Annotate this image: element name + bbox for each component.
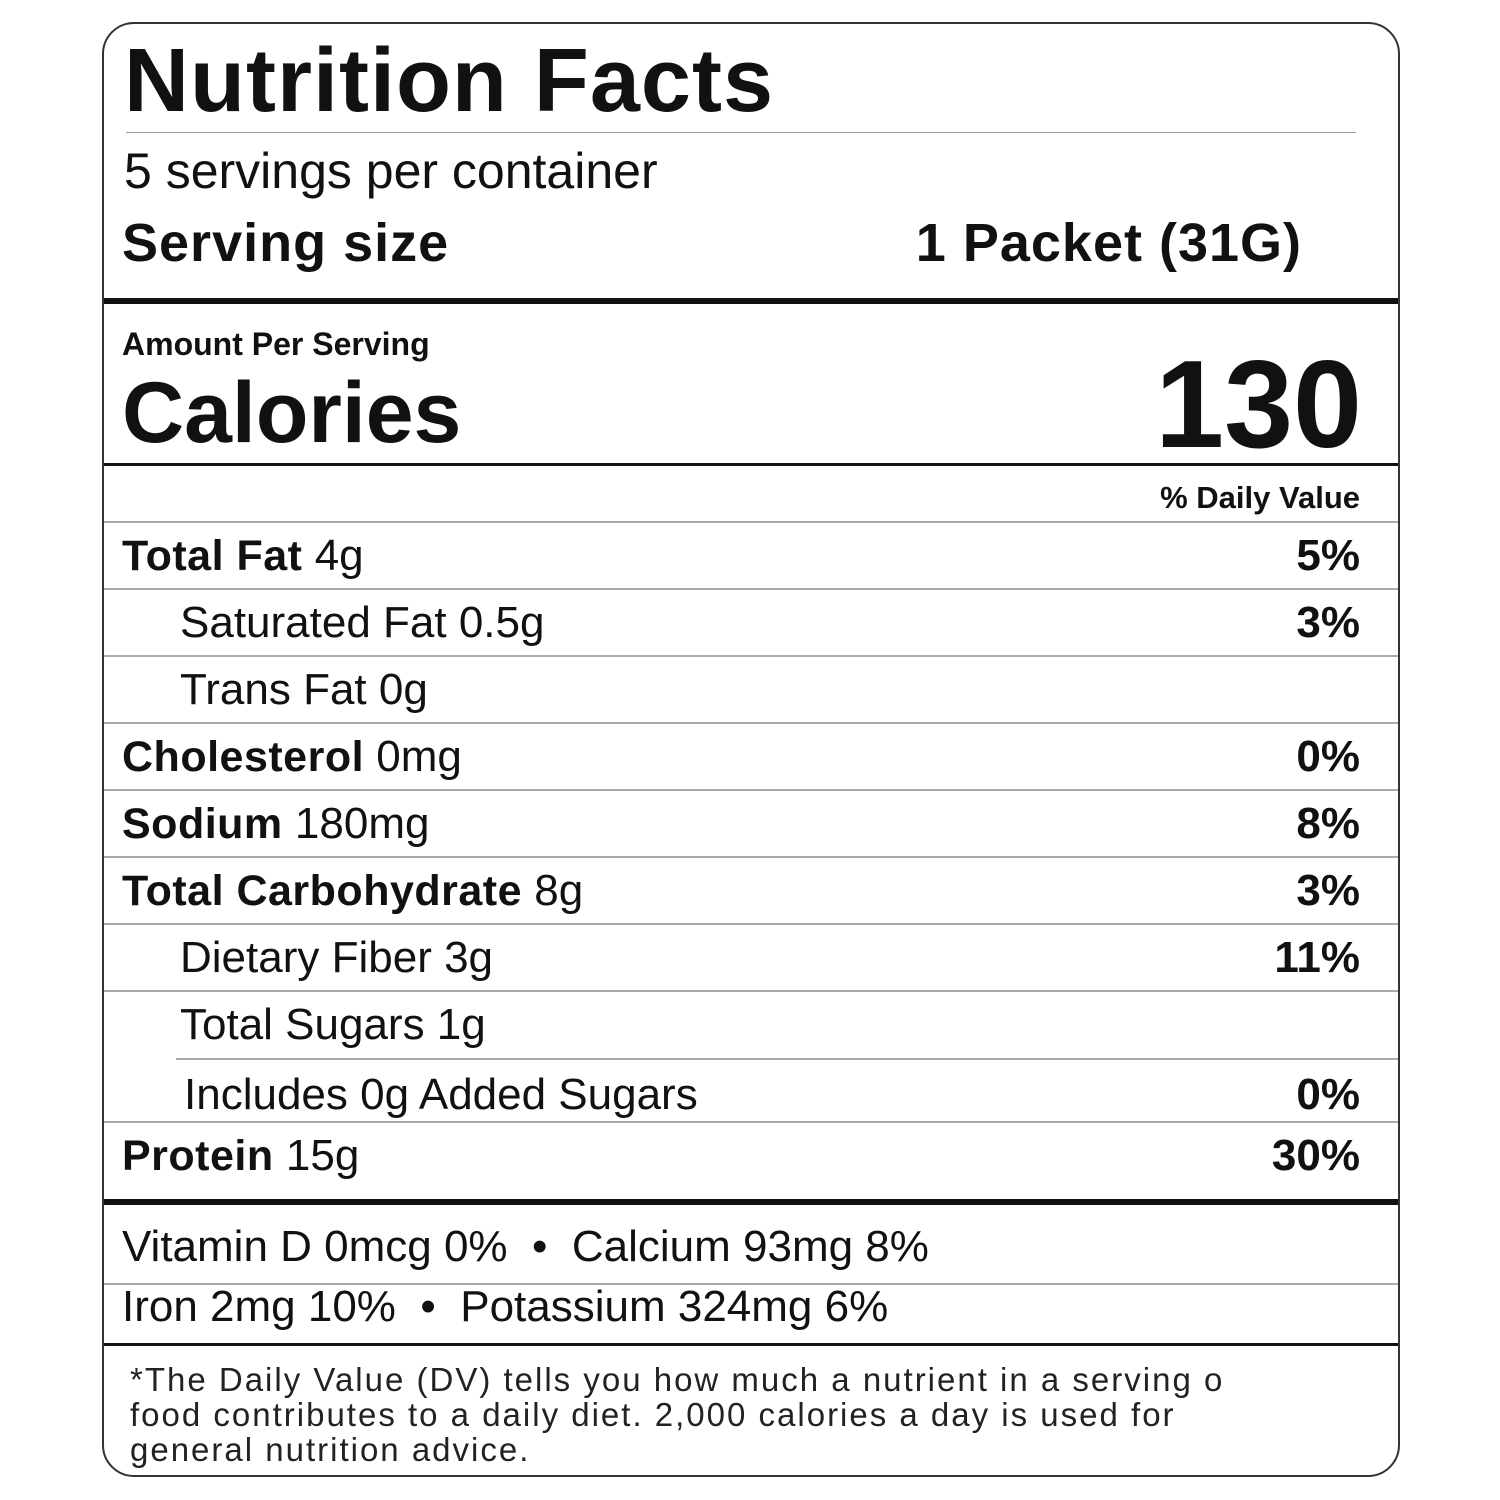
nutrition-facts-label: Nutrition Facts 5 servings per container… <box>102 22 1400 1477</box>
vitamins-line-1: Vitamin D 0mcg 0% • Calcium 93mg 8% <box>122 1222 929 1271</box>
divider <box>104 588 1398 590</box>
nutrient-dv: 11% <box>1274 933 1360 982</box>
calories-label: Calories <box>122 365 462 461</box>
nutrient-row-total-carbohydrate: Total Carbohydrate 8g 3% <box>104 858 1398 924</box>
nutrient-dv: 0% <box>1296 1070 1360 1119</box>
nutrient-dv: 0% <box>1296 732 1360 781</box>
thick-divider <box>104 1199 1398 1205</box>
footnote-line: *The Daily Value (DV) tells you how much… <box>130 1361 1225 1398</box>
daily-value-header: % Daily Value <box>1160 480 1360 515</box>
nutrient-row-protein: Protein 15g 30% <box>104 1123 1398 1189</box>
nutrient-name: Saturated Fat 0.5g <box>180 598 545 647</box>
nutrient-dv: 3% <box>1296 598 1360 647</box>
nutrient-row-saturated-fat: Saturated Fat 0.5g 3% <box>104 590 1398 656</box>
divider <box>104 463 1398 466</box>
nutrient-amount: 15g <box>285 1131 360 1180</box>
nutrient-name: Total Fat <box>122 532 303 580</box>
nutrient-row-dietary-fiber: Dietary Fiber 3g 11% <box>104 925 1398 991</box>
footnote-line: general nutrition advice. <box>130 1431 531 1468</box>
nutrient-row-total-fat: Total Fat 4g 5% <box>104 523 1398 589</box>
footnote-line: food contributes to a daily diet. 2,000 … <box>130 1396 1176 1433</box>
calories-value: 130 <box>1155 336 1362 474</box>
thick-divider <box>104 298 1398 304</box>
divider <box>104 1343 1398 1346</box>
nutrient-dv: 5% <box>1296 531 1360 580</box>
nutrient-name: Sodium <box>122 800 283 848</box>
divider <box>104 521 1398 523</box>
nutrient-name: Cholesterol <box>122 733 365 781</box>
nutrient-row-trans-fat: Trans Fat 0g <box>104 657 1398 723</box>
divider <box>126 132 1356 133</box>
divider <box>104 722 1398 724</box>
divider <box>104 856 1398 858</box>
nutrient-name: Total Sugars 1g <box>180 1000 486 1049</box>
amount-per-serving: Amount Per Serving <box>122 326 430 362</box>
divider <box>104 1283 1398 1285</box>
nutrient-dv: 30% <box>1271 1131 1360 1180</box>
nutrient-amount: 180mg <box>294 799 430 848</box>
divider <box>104 990 1398 992</box>
nutrient-row-cholesterol: Cholesterol 0mg 0% <box>104 724 1398 790</box>
serving-size-label: Serving size <box>122 213 450 273</box>
nutrient-dv: 8% <box>1296 799 1360 848</box>
divider <box>176 1058 1398 1060</box>
divider <box>104 1121 1398 1123</box>
nutrient-row-sodium: Sodium 180mg 8% <box>104 791 1398 857</box>
divider <box>104 655 1398 657</box>
serving-size-value: 1 Packet (31G) <box>915 213 1302 273</box>
nutrient-amount: 4g <box>314 531 364 580</box>
divider <box>104 789 1398 791</box>
footnote: *The Daily Value (DV) tells you how much… <box>130 1362 1224 1467</box>
servings-per-container: 5 servings per container <box>124 143 658 199</box>
vitamins-line-2: Iron 2mg 10% • Potassium 324mg 6% <box>122 1282 889 1331</box>
label-title: Nutrition Facts <box>124 31 775 131</box>
nutrient-name: Includes 0g Added Sugars <box>184 1070 698 1119</box>
nutrient-name: Total Carbohydrate <box>122 867 523 915</box>
nutrient-row-added-sugars: Includes 0g Added Sugars 0% <box>104 1060 1398 1126</box>
nutrient-amount: 0mg <box>376 732 462 781</box>
nutrient-row-total-sugars: Total Sugars 1g <box>104 992 1398 1058</box>
nutrient-name: Trans Fat 0g <box>180 665 428 714</box>
nutrient-amount: 8g <box>534 866 584 915</box>
nutrient-name: Dietary Fiber 3g <box>180 933 494 982</box>
divider <box>104 923 1398 925</box>
nutrient-dv: 3% <box>1296 866 1360 915</box>
nutrient-name: Protein <box>122 1132 274 1180</box>
